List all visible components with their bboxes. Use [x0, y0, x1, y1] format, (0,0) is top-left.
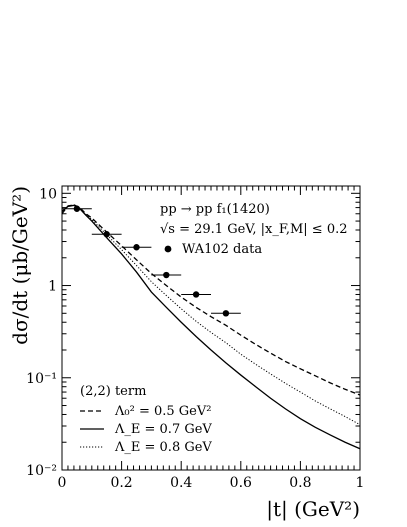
x-axis-tick-labels: 0 0.2 0.4 0.6 0.8 1: [58, 475, 365, 491]
x-tick-label: 0.8: [289, 475, 311, 491]
legend-header: (2,2) term: [80, 384, 146, 399]
legend-entry-solid: Λ_E = 0.7 GeV: [114, 422, 212, 437]
legend-entry-dotted: Λ_E = 0.8 GeV: [114, 440, 212, 455]
y-tick-label: 10⁻¹: [26, 371, 57, 387]
y-axis-tick-labels: 10⁻² 10⁻¹ 1 10: [26, 186, 57, 479]
legend-entry-dashed: Λ₀² = 0.5 GeV²: [114, 404, 211, 419]
annotation-reaction: pp → pp f₁(1420): [160, 202, 270, 217]
data-points: [62, 205, 241, 317]
series-curve-dashed: [61, 204, 361, 396]
series-curve-solid: [61, 204, 361, 450]
x-axis-label: |t| (GeV²): [266, 497, 360, 522]
data-point: [133, 244, 140, 251]
annotation-energy: √s = 29.1 GeV, |x_F,M| ≤ 0.2: [160, 222, 348, 237]
y-axis-label: dσ/dt (μb/GeV²): [8, 186, 32, 345]
series-curve-dotted: [61, 204, 361, 426]
legend-entry-data: WA102 data: [182, 242, 262, 257]
x-tick-label: 0.6: [230, 475, 252, 491]
y-tick-label: 10⁻²: [26, 463, 57, 479]
data-point: [163, 271, 170, 279]
x-tick-label: 0.2: [110, 475, 132, 491]
x-tick-label: 0: [58, 475, 67, 491]
x-tick-label: 1: [356, 475, 365, 491]
data-point: [103, 231, 110, 238]
x-tick-label: 0.4: [170, 475, 192, 491]
data-point: [222, 310, 230, 317]
y-tick-label: 10: [39, 186, 57, 202]
data-point: [73, 205, 81, 212]
y-tick-label: 1: [48, 279, 57, 295]
legend-marker-data: [164, 245, 172, 253]
data-point: [192, 291, 200, 298]
y-axis-ticks: [62, 192, 360, 471]
